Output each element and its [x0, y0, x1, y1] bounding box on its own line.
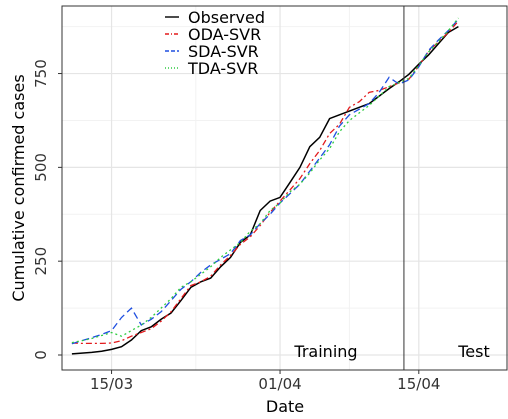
x-tick-label: 15/04 [397, 375, 440, 393]
series-layer [71, 17, 459, 355]
legend-label-oda-svr: ODA-SVR [188, 25, 261, 44]
axes: 0 250 500 750 15/03 01/04 15/04 Date Cumulative … [9, 5, 508, 416]
training-label: Training [293, 342, 357, 361]
y-tick-label: 750 [32, 59, 50, 88]
x-axis-title: Date [266, 397, 304, 416]
overlay-layer: Training Test [293, 6, 490, 370]
legend-label-tda-svr: TDA-SVR [187, 59, 258, 78]
x-tick-label: 15/03 [90, 375, 133, 393]
series-line-oda-svr [71, 20, 459, 345]
series-line-sda-svr [71, 18, 459, 345]
x-tick-label: 01/04 [258, 375, 301, 393]
test-label: Test [457, 342, 490, 361]
series-line-observed [71, 25, 459, 355]
y-tick-label: 500 [32, 153, 50, 182]
legend-label-observed: Observed [188, 8, 265, 27]
legend-label-sda-svr: SDA-SVR [188, 42, 259, 61]
y-tick-label: 250 [32, 247, 50, 276]
y-tick-label: 0 [32, 350, 50, 360]
series-line-tda-svr [71, 17, 459, 344]
plot-border [61, 5, 508, 371]
grid [62, 6, 508, 370]
y-axis-title: Cumulative confirmed cases [9, 74, 28, 301]
